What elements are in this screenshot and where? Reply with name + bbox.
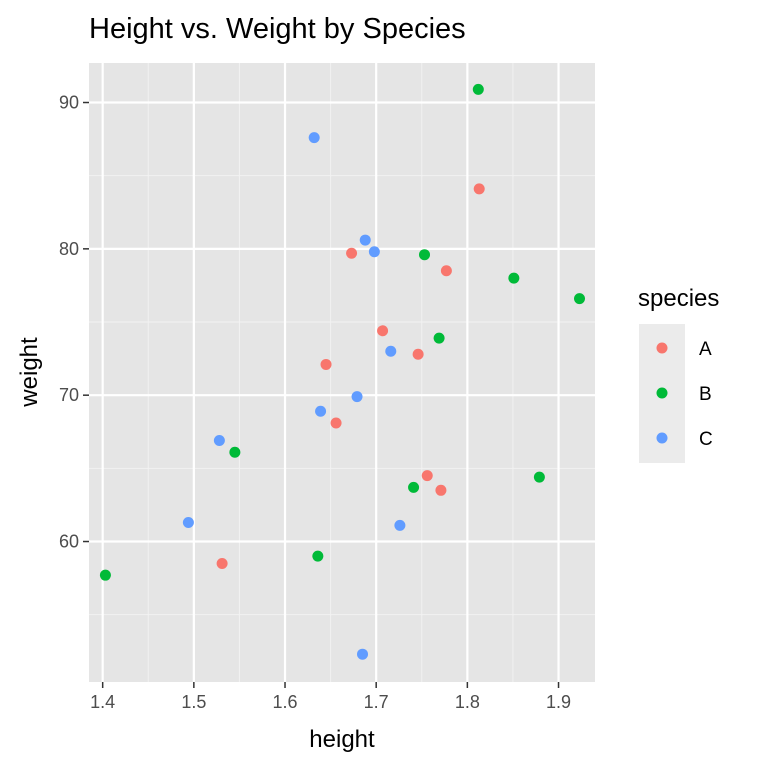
point-species-c <box>315 405 327 417</box>
point-species-c <box>357 648 369 660</box>
y-tick-label: 80 <box>59 239 79 259</box>
major-gridlines <box>89 63 595 682</box>
point-species-a <box>421 470 433 482</box>
point-species-a <box>440 265 452 277</box>
point-species-b <box>312 550 324 562</box>
point-species-b <box>229 446 241 458</box>
point-species-a <box>435 484 447 496</box>
plot-panel <box>89 63 595 682</box>
point-species-a <box>216 557 228 569</box>
legend: species A B C <box>638 285 719 463</box>
minor-gridlines <box>89 63 595 682</box>
point-species-b <box>433 332 445 344</box>
legend-key-a <box>656 342 668 354</box>
point-species-c <box>351 391 363 403</box>
chart-title: Height vs. Weight by Species <box>89 13 466 45</box>
point-species-a <box>377 325 389 337</box>
point-species-c <box>394 519 406 531</box>
point-species-b <box>472 83 484 95</box>
legend-key-b <box>656 387 668 399</box>
x-axis-ticks: 1.4 1.5 1.6 1.7 1.8 1.9 <box>90 682 571 712</box>
point-species-b <box>574 293 586 305</box>
x-axis-title: height <box>309 726 375 753</box>
legend-title: species <box>638 285 719 312</box>
point-species-a <box>473 183 485 195</box>
x-tick-label: 1.4 <box>90 692 115 712</box>
point-species-a <box>320 358 332 370</box>
y-tick-label: 90 <box>59 93 79 113</box>
point-species-c <box>385 345 397 357</box>
data-points <box>99 83 586 660</box>
point-species-a <box>330 417 342 429</box>
point-species-a <box>346 247 358 259</box>
x-tick-label: 1.9 <box>546 692 571 712</box>
x-tick-label: 1.5 <box>181 692 206 712</box>
point-species-c <box>359 234 371 246</box>
legend-key-c <box>656 432 668 444</box>
point-species-b <box>533 471 545 483</box>
point-species-c <box>308 132 320 144</box>
point-species-b <box>508 272 520 284</box>
legend-label-c: C <box>699 429 713 450</box>
point-species-c <box>182 516 194 528</box>
legend-label-b: B <box>699 384 712 405</box>
x-tick-label: 1.8 <box>455 692 480 712</box>
y-axis-ticks: 60 70 80 90 <box>59 93 89 552</box>
x-tick-label: 1.6 <box>273 692 298 712</box>
y-tick-label: 60 <box>59 532 79 552</box>
x-tick-label: 1.7 <box>364 692 389 712</box>
y-axis-title: weight <box>16 337 43 408</box>
legend-label-a: A <box>699 339 712 360</box>
point-species-c <box>368 246 380 258</box>
point-species-a <box>412 348 424 360</box>
point-species-b <box>419 249 431 261</box>
point-species-b <box>408 481 420 493</box>
y-tick-label: 70 <box>59 385 79 405</box>
point-species-b <box>99 569 111 581</box>
point-species-c <box>213 435 225 447</box>
